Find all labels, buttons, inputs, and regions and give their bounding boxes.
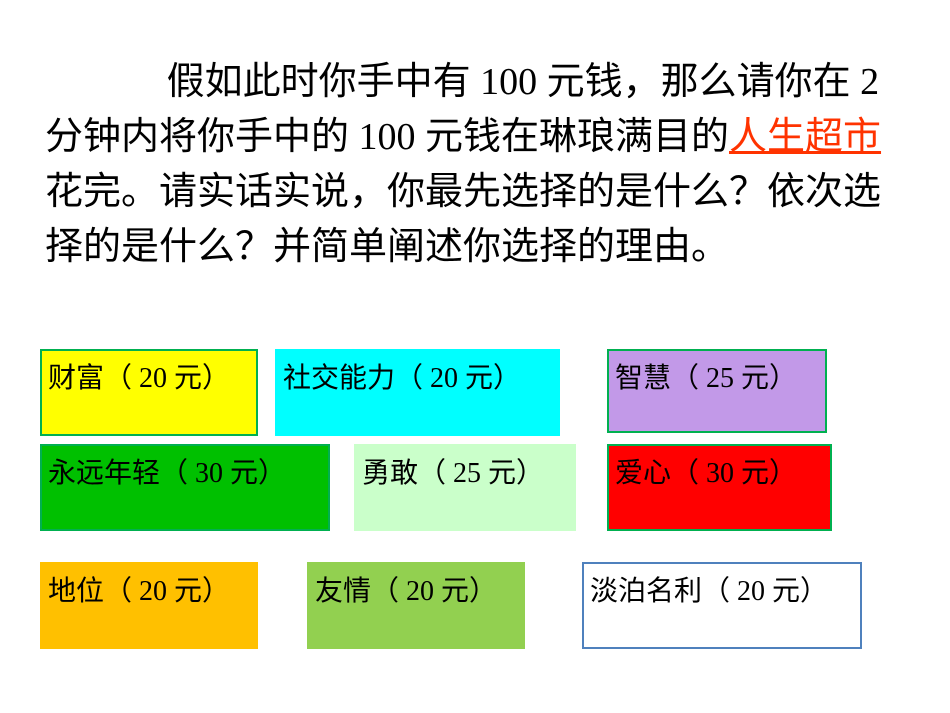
card-love: 爱心（ 30 元）: [607, 444, 832, 531]
card-price: （ 30 元）: [671, 458, 797, 489]
card-social: 社交能力（ 20 元）: [275, 349, 560, 436]
card-price: （ 20 元）: [371, 576, 497, 607]
card-name: 智慧: [615, 363, 671, 394]
paragraph-highlight: 人生超市: [729, 116, 881, 158]
card-friendship: 友情（ 20 元）: [307, 562, 525, 649]
instruction-paragraph: 假如此时你手中有 100 元钱，那么请你在 2 分钟内将你手中的 100 元钱在…: [45, 55, 915, 275]
card-price: （ 25 元）: [671, 363, 797, 394]
card-name: 爱心: [615, 458, 671, 489]
card-price: （ 30 元）: [160, 458, 286, 489]
card-status: 地位（ 20 元）: [40, 562, 258, 649]
card-price: （ 20 元）: [702, 576, 828, 607]
card-name: 地位: [48, 576, 104, 607]
card-price: （ 20 元）: [104, 363, 230, 394]
card-name: 财富: [48, 363, 104, 394]
card-brave: 勇敢（ 25 元）: [354, 444, 576, 531]
card-young: 永远年轻（ 30 元）: [40, 444, 330, 531]
paragraph-text-after: 花完。请实话实说，你最先选择的是什么？依次选择的是什么？并简单阐述你选择的理由。: [45, 171, 881, 268]
card-name: 永远年轻: [48, 458, 160, 489]
card-name: 淡泊名利: [590, 576, 702, 607]
card-wisdom: 智慧（ 25 元）: [607, 349, 827, 433]
card-name: 勇敢: [362, 458, 418, 489]
card-price: （ 25 元）: [418, 458, 544, 489]
card-price: （ 20 元）: [395, 363, 521, 394]
card-name: 社交能力: [283, 363, 395, 394]
card-name: 友情: [315, 576, 371, 607]
card-indifferent: 淡泊名利（ 20 元）: [582, 562, 862, 649]
card-price: （ 20 元）: [104, 576, 230, 607]
card-wealth: 财富（ 20 元）: [40, 349, 258, 436]
